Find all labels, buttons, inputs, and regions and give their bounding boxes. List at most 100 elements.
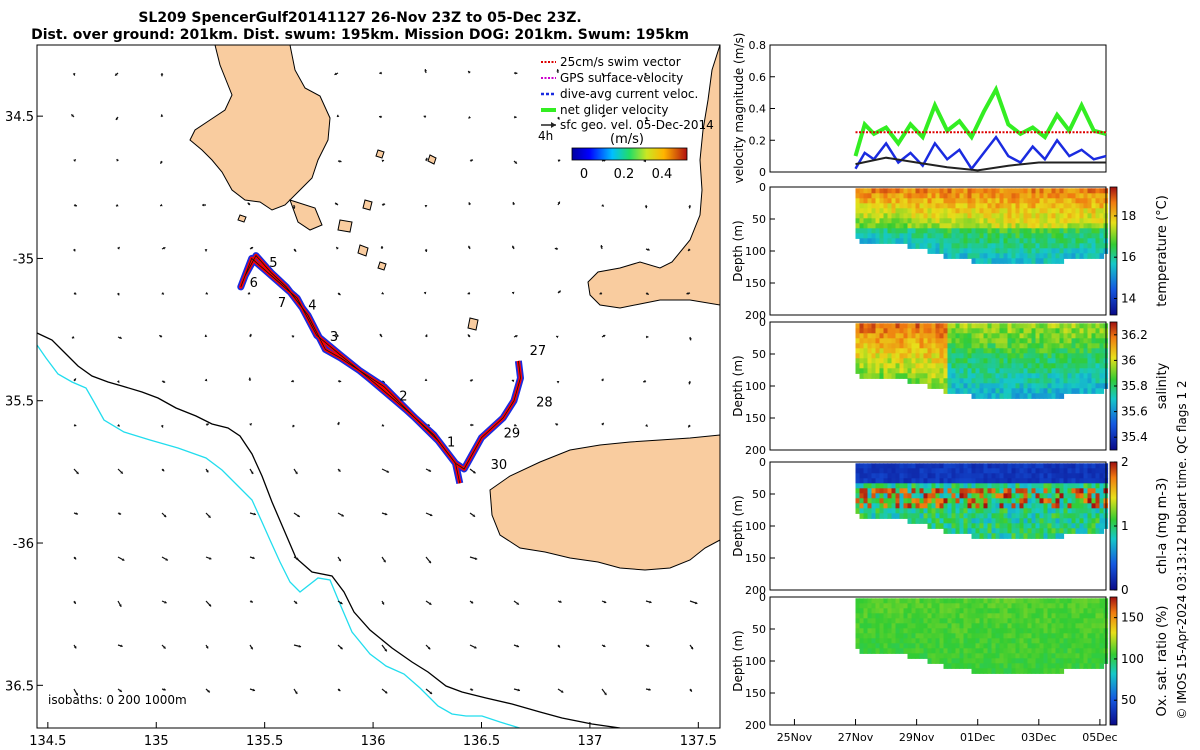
section-cell [975, 223, 981, 229]
section-cell [1079, 528, 1085, 534]
section-cell [1079, 203, 1085, 209]
section-cell [1039, 498, 1045, 504]
section-cell [1083, 663, 1089, 669]
section-cell [983, 248, 989, 254]
section-cell [1063, 628, 1069, 634]
section-cell [903, 463, 909, 469]
section-cell [943, 233, 949, 239]
section-cell [1039, 238, 1045, 244]
section-cell [871, 628, 877, 634]
section-cell [959, 363, 965, 369]
section-cell [891, 373, 897, 379]
section-cell [1071, 358, 1077, 364]
velocity-arrow-head [427, 646, 431, 650]
section-cell [875, 228, 881, 234]
depth-tick-label: 50 [752, 488, 766, 501]
section-cell [1003, 658, 1009, 664]
section-cell [995, 363, 1001, 369]
section-cell [947, 203, 953, 209]
section-cell [1063, 363, 1069, 369]
section-cell [1023, 218, 1029, 224]
section-cell [1007, 238, 1013, 244]
section-cell [1095, 523, 1101, 529]
section-cell [1007, 373, 1013, 379]
section-cell [1047, 323, 1053, 329]
section-cell [867, 233, 873, 239]
section-cell [1091, 323, 1097, 329]
section-cell [899, 223, 905, 229]
section-cell [1099, 603, 1105, 609]
section-cell [931, 488, 937, 494]
section-cell [987, 648, 993, 654]
section-cell [1035, 253, 1041, 259]
section-cell [1051, 648, 1057, 654]
section-cell [1015, 633, 1021, 639]
section-cell [1055, 503, 1061, 509]
section-cell [903, 213, 909, 219]
section-cell [951, 253, 957, 259]
section-cell [895, 193, 901, 199]
section-cell [855, 468, 861, 474]
section-cell [939, 508, 945, 514]
section-cell [1051, 503, 1057, 509]
section-cell [1055, 493, 1061, 499]
section-cell [1019, 343, 1025, 349]
section-cell [983, 373, 989, 379]
section-cell [995, 663, 1001, 669]
section-cell [979, 333, 985, 339]
section-cell [1087, 633, 1093, 639]
section-cell [1063, 508, 1069, 514]
section-cell [1079, 373, 1085, 379]
section-cell [931, 223, 937, 229]
depth-tick-label: 50 [752, 348, 766, 361]
section-cell [943, 608, 949, 614]
section-cell [935, 503, 941, 509]
section-cell [883, 623, 889, 629]
section-cell [867, 348, 873, 354]
section-cell [1023, 343, 1029, 349]
time-tick-label: 29Nov [899, 731, 935, 744]
section-cell [943, 213, 949, 219]
section-cell [1043, 233, 1049, 239]
section-cell [947, 468, 953, 474]
section-cell [915, 468, 921, 474]
section-cell [999, 383, 1005, 389]
section-cell [987, 668, 993, 674]
section-cell [1087, 373, 1093, 379]
section-cell [887, 503, 893, 509]
section-cell [963, 188, 969, 194]
section-cell [1023, 238, 1029, 244]
section-cell [1067, 513, 1073, 519]
section-cell [1055, 508, 1061, 514]
section-cell [995, 358, 1001, 364]
section-cell [955, 463, 961, 469]
section-cell [863, 333, 869, 339]
section-cell [987, 348, 993, 354]
section-cell [987, 363, 993, 369]
section-cell [943, 653, 949, 659]
section-cell [987, 603, 993, 609]
section-cell [951, 518, 957, 524]
section-cell [1051, 608, 1057, 614]
section-cell [867, 463, 873, 469]
section-cell [1075, 248, 1081, 254]
section-cell [899, 633, 905, 639]
section-cell [1047, 638, 1053, 644]
depth-axis-label: Depth (m) [731, 220, 745, 281]
section-cell [931, 623, 937, 629]
section-cell [1095, 323, 1101, 329]
section-cell [1011, 623, 1017, 629]
section-cell [963, 388, 969, 394]
velocity-arrow-head [121, 558, 125, 561]
section-cell [895, 643, 901, 649]
section-cell [939, 498, 945, 504]
section-cell [943, 488, 949, 494]
section-cell [895, 513, 901, 519]
section-cell [1091, 203, 1097, 209]
section-cell [931, 228, 937, 234]
section-cell [899, 618, 905, 624]
section-cell [1075, 218, 1081, 224]
section-cell [1055, 233, 1061, 239]
velocity-arrow-head [473, 470, 476, 474]
velocity-arrow-head [516, 644, 519, 648]
